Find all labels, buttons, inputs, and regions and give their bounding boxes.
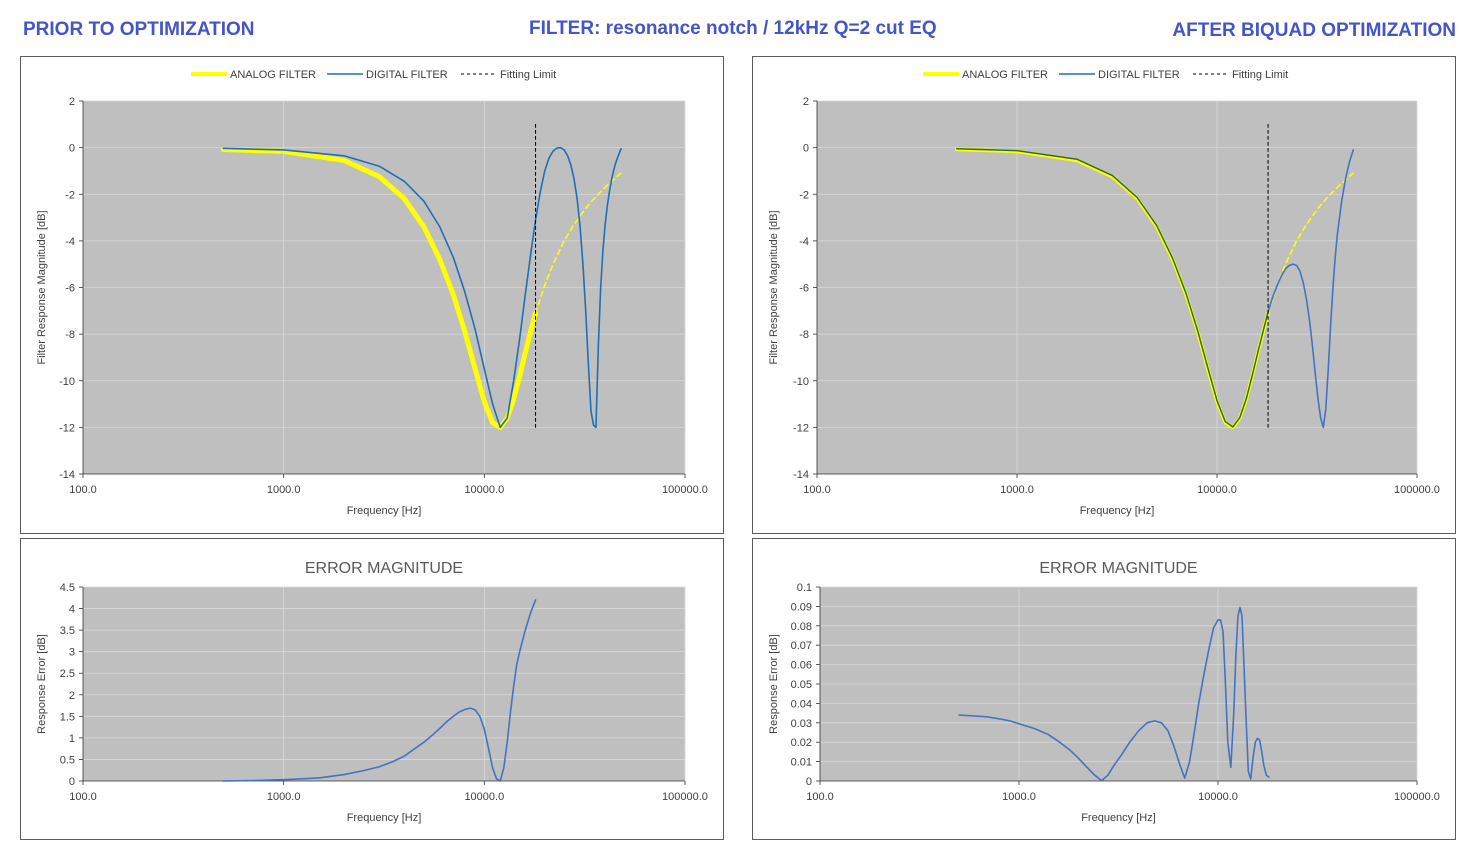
legend-label: Fitting Limit: [500, 69, 556, 81]
chart-response-after: -14 -12 -10 -8 -6 -4 -2 0 2 100.0 1000.0 10000.0 100…: [768, 69, 1440, 517]
y-tick-label: -14: [793, 469, 809, 481]
chart-error-after: 0 0.01 0.02 0.03 0.04 0.05 0.06 0.07 0.08 0.09 0.1…: [768, 560, 1440, 824]
y-tick-label: 4: [69, 604, 75, 616]
y-tick-label: 2.5: [60, 668, 75, 680]
chart-title: ERROR MAGNITUDE: [1039, 560, 1197, 577]
x-tick-label: 1000.0: [267, 791, 301, 803]
legend-item: DIGITAL FILTER: [327, 69, 448, 81]
legend-item: Fitting Limit: [1193, 69, 1288, 81]
x-tick-label: 100.0: [803, 484, 831, 496]
y-tick-label: 0: [803, 143, 809, 155]
series-line-error: [958, 606, 1270, 782]
legend-label: ANALOG FILTER: [962, 69, 1048, 81]
y-tick-label: -4: [65, 236, 75, 248]
y-tick-label: -8: [65, 329, 75, 341]
plot-area: [83, 587, 685, 781]
chart-panel-error-before: 0 0.5 1 1.5 2 2.5 3 3.5 4 4.5 100.0 1000.0 10000.0 10…: [20, 538, 724, 840]
y-tick-label: -6: [799, 283, 809, 295]
x-axis-title: Frequency [Hz]: [1081, 812, 1156, 824]
series-line-error: [222, 599, 537, 782]
legend-label: DIGITAL FILTER: [1098, 69, 1180, 81]
y-tick-label: 2: [69, 96, 75, 108]
x-tick-label: 100.0: [69, 484, 97, 496]
y-tick-label: 0.01: [791, 757, 812, 769]
legend: ANALOG FILTER DIGITAL FILTER Fitting Limit: [191, 69, 556, 81]
y-tick-label: -2: [799, 189, 809, 201]
y-tick-label: -10: [793, 376, 809, 388]
y-axis-title: Response Error [dB]: [768, 634, 780, 734]
chart-title: ERROR MAGNITUDE: [305, 560, 463, 577]
legend-item: Fitting Limit: [461, 69, 556, 81]
legend-label: Fitting Limit: [1232, 69, 1288, 81]
y-axis-title: Filter Response Magnitude [dB]: [768, 210, 780, 364]
y-tick-label: -4: [799, 236, 809, 248]
x-tick-label: 100000.0: [1394, 791, 1440, 803]
y-tick-label: 0.03: [791, 718, 812, 730]
y-tick-label: 0.06: [791, 660, 812, 672]
x-tick-label: 1000.0: [1002, 791, 1036, 803]
x-axis-title: Frequency [Hz]: [347, 812, 422, 824]
series-line-digital-filter: [222, 146, 622, 429]
x-tick-label: 10000.0: [464, 791, 504, 803]
y-tick-label: 3: [69, 647, 75, 659]
legend-item: ANALOG FILTER: [191, 69, 316, 81]
y-tick-label: 1: [69, 733, 75, 745]
x-tick-label: 100.0: [69, 791, 97, 803]
y-tick-label: 0.04: [791, 698, 812, 710]
y-tick-label: -12: [59, 422, 75, 434]
header-after-optimization: AFTER BIQUAD OPTIMIZATION: [1172, 20, 1456, 41]
y-tick-label: 2: [803, 96, 809, 108]
y-tick-label: 0.5: [60, 754, 75, 766]
y-tick-label: 0: [69, 143, 75, 155]
y-tick-label: -14: [59, 469, 75, 481]
y-tick-label: 0: [806, 776, 812, 788]
chart-response-before: -14 -12 -10 -8 -6 -4 -2 0 2 100.0 1000.0 10000.0 100…: [36, 69, 708, 517]
header-filter-title: FILTER: resonance notch / 12kHz Q=2 cut …: [529, 18, 937, 39]
legend-item: DIGITAL FILTER: [1059, 69, 1180, 81]
y-tick-label: -8: [799, 329, 809, 341]
x-tick-label: 10000.0: [1197, 484, 1237, 496]
x-tick-label: 10000.0: [1198, 791, 1238, 803]
series-line-digital-filter: [956, 148, 1269, 428]
x-tick-label: 100000.0: [662, 791, 708, 803]
y-tick-label: 0.09: [791, 601, 812, 613]
y-tick-label: 3.5: [60, 625, 75, 637]
x-axis-title: Frequency [Hz]: [1080, 505, 1155, 517]
y-tick-label: -12: [793, 422, 809, 434]
header-prior-to-optimization: PRIOR TO OPTIMIZATION: [23, 19, 255, 40]
legend: ANALOG FILTER DIGITAL FILTER Fitting Limit: [923, 69, 1288, 81]
y-tick-label: -6: [65, 283, 75, 295]
y-tick-label: 0.1: [797, 582, 812, 594]
x-tick-label: 100000.0: [1394, 484, 1440, 496]
x-tick-label: 100.0: [806, 791, 834, 803]
series-line-digital-filter-beyond-limit: [1267, 149, 1355, 429]
y-tick-label: 0.07: [791, 640, 812, 652]
legend-label: DIGITAL FILTER: [366, 69, 448, 81]
y-tick-label: 1.5: [60, 711, 75, 723]
y-axis-title: Response Error [dB]: [36, 634, 48, 734]
y-tick-label: 0.05: [791, 679, 812, 691]
chart-panel-response-after: -14 -12 -10 -8 -6 -4 -2 0 2 100.0 1000.0 10000.0 100…: [752, 56, 1456, 534]
x-tick-label: 100000.0: [662, 484, 708, 496]
y-tick-label: -10: [59, 376, 75, 388]
y-tick-label: 4.5: [60, 582, 75, 594]
y-tick-label: -2: [65, 189, 75, 201]
y-tick-label: 0.02: [791, 737, 812, 749]
legend-label: ANALOG FILTER: [230, 69, 316, 81]
x-tick-label: 1000.0: [267, 484, 301, 496]
y-tick-label: 0.08: [791, 621, 812, 633]
chart-error-before: 0 0.5 1 1.5 2 2.5 3 3.5 4 4.5 100.0 1000.0 10000.0 10…: [36, 560, 708, 824]
legend-item: ANALOG FILTER: [923, 69, 1048, 81]
chart-panel-error-after: 0 0.01 0.02 0.03 0.04 0.05 0.06 0.07 0.08 0.09 0.1…: [752, 538, 1456, 840]
x-tick-label: 1000.0: [1000, 484, 1034, 496]
y-tick-label: 2: [69, 690, 75, 702]
series-line-analog-filter: [220, 146, 539, 430]
y-tick-label: 0: [69, 776, 75, 788]
chart-panel-response-before: -14 -12 -10 -8 -6 -4 -2 0 2 100.0 1000.0 10000.0 100…: [20, 56, 724, 534]
x-tick-label: 10000.0: [464, 484, 504, 496]
x-axis-title: Frequency [Hz]: [347, 505, 422, 517]
y-axis-title: Filter Response Magnitude [dB]: [36, 210, 48, 364]
